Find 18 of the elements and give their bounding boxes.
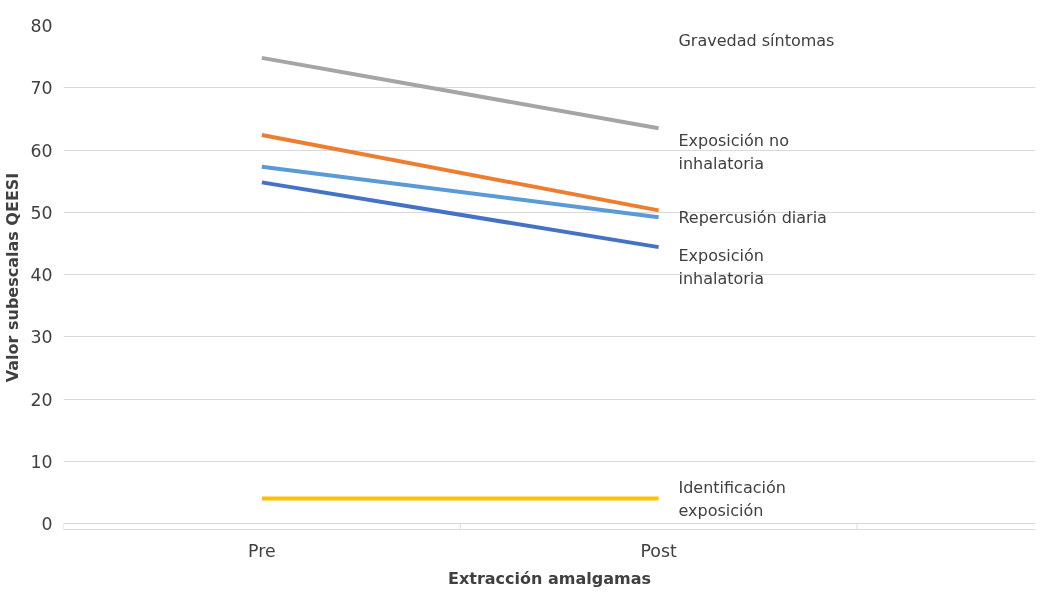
- series-label: Identificación exposición: [678, 477, 786, 520]
- y-tick-label: 20: [30, 389, 53, 410]
- y-tick-label: 30: [30, 327, 53, 348]
- series-label: Repercusión diaria: [678, 207, 827, 227]
- y-tick-label: 70: [30, 78, 53, 99]
- text: Gravedad síntomas: [678, 30, 835, 50]
- y-tick-label: 80: [30, 16, 53, 36]
- x-axis-title: Extracción amalgamas: [448, 568, 651, 588]
- series-label: Exposición inhalatoria: [678, 246, 765, 289]
- text: Exposición no inhalatoria: [678, 131, 789, 174]
- x-tick-label: Post: [640, 540, 677, 561]
- y-tick-label: 50: [30, 202, 53, 223]
- y-tick-label: 60: [30, 140, 53, 161]
- x-tick-label: Pre: [248, 540, 276, 561]
- y-tick-label: 0: [41, 514, 53, 535]
- y-tick-label: 10: [30, 451, 53, 472]
- y-axis-title: Valor subescalas QEESI: [3, 172, 23, 383]
- y-tick-label: 40: [30, 265, 53, 286]
